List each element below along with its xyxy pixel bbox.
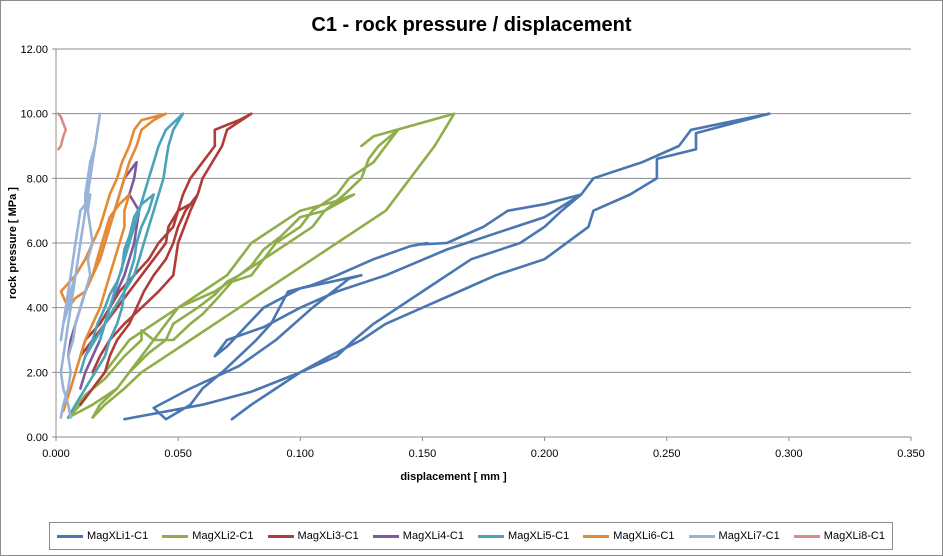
legend-label: MagXLi1-C1: [87, 530, 149, 542]
y-tick-label: 2.00: [27, 367, 48, 379]
x-axis-title: displacement [ mm ]: [400, 471, 507, 483]
legend-label: MagXLi2-C1: [192, 530, 254, 542]
legend-label: MagXLi7-C1: [718, 530, 780, 542]
series-line-magxli7-c1: [59, 112, 102, 419]
x-tick-label: 0.000: [42, 448, 70, 460]
x-tick-label: 0.200: [531, 448, 559, 460]
x-tick-label: 0.150: [409, 448, 437, 460]
legend-label: MagXLi6-C1: [613, 530, 675, 542]
legend-item: MagXLi1-C1: [57, 530, 148, 542]
legend-label: MagXLi3-C1: [297, 530, 359, 542]
legend-item: MagXLi3-C1: [267, 530, 359, 542]
legend-swatch: [162, 534, 189, 538]
legend-item: MagXLi7-C1: [688, 530, 780, 542]
legend-swatch: [57, 534, 84, 538]
legend-label: MagXLi5-C1: [508, 530, 570, 542]
legend-item: MagXLi5-C1: [478, 530, 569, 542]
series-line-magxli5-c1: [66, 112, 185, 419]
y-tick-label: 6.00: [27, 238, 48, 250]
x-tick-label: 0.100: [287, 448, 315, 460]
legend-swatch: [478, 534, 505, 538]
legend-label: MagXLi8-C1: [823, 530, 885, 542]
y-tick-label: 12.00: [20, 44, 48, 56]
series-line-magxli8-c1: [57, 112, 68, 151]
legend-swatch: [688, 534, 715, 538]
series-line-magxli2-c1: [66, 112, 456, 419]
series-line-magxli6-c1: [59, 112, 168, 413]
chart-legend: MagXLi1-C1 MagXLi2-C1 MagXLi3-C1 MagXLi4-C1…: [49, 522, 893, 550]
x-tick-label: 0.350: [897, 448, 925, 460]
legend-item: MagXLi6-C1: [583, 530, 674, 542]
y-tick-label: 10.00: [20, 109, 48, 121]
legend-swatch: [583, 534, 610, 538]
legend-item: MagXLi8-C1: [793, 530, 885, 542]
y-tick-label: 8.00: [27, 173, 48, 185]
chart-title: C1 - rock pressure / displacement: [311, 14, 632, 36]
legend-label: MagXLi4-C1: [402, 530, 464, 542]
series-line-magxli1-c1: [123, 112, 771, 421]
legend-swatch: [267, 534, 294, 538]
x-tick-label: 0.050: [164, 448, 192, 460]
y-tick-label: 4.00: [27, 303, 48, 315]
y-tick-label: 0.00: [27, 432, 48, 444]
legend-item: MagXLi2-C1: [162, 530, 253, 542]
legend-swatch: [793, 534, 820, 538]
x-tick-label: 0.250: [653, 448, 681, 460]
legend-swatch: [372, 534, 399, 538]
y-axis-title: rock pressure [ MPa ]: [7, 187, 19, 299]
x-tick-label: 0.300: [775, 448, 803, 460]
legend-item: MagXLi4-C1: [372, 530, 464, 542]
